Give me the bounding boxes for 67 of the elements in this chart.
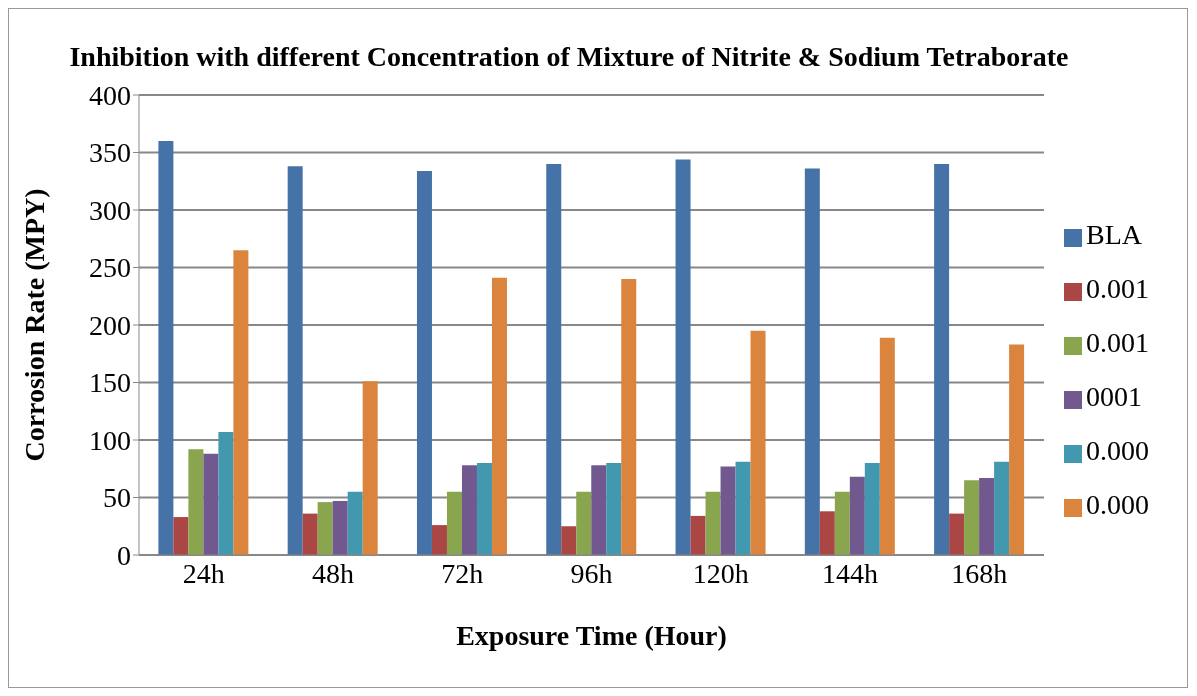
bar: [332, 500, 348, 555]
y-tick-label: 100: [89, 424, 131, 456]
y-tick-label: 250: [89, 252, 131, 284]
bar: [964, 480, 980, 555]
bar: [302, 513, 318, 555]
y-tick-label: 0: [117, 539, 131, 571]
y-tick-label: 150: [89, 367, 131, 399]
bar: [804, 168, 820, 555]
bar: [606, 463, 622, 555]
bar: [879, 337, 895, 555]
bar: [576, 491, 592, 555]
bar: [834, 491, 850, 555]
bar: [287, 166, 303, 555]
x-tick-label: 72h: [441, 557, 484, 589]
bar: [362, 381, 378, 555]
x-tick-label: 96h: [570, 557, 613, 589]
x-axis-title: Exposure Time (Hour): [456, 620, 727, 651]
y-tick-label: 400: [89, 79, 131, 111]
legend-label: 0.001: [1086, 327, 1149, 358]
bar: [476, 463, 492, 555]
bar: [994, 461, 1010, 555]
bar: [864, 463, 880, 555]
y-tick-label: 200: [89, 309, 131, 341]
bar: [621, 279, 637, 555]
bar: [934, 164, 950, 555]
bar: [591, 465, 607, 555]
bar: [431, 525, 447, 555]
bar: [720, 466, 736, 555]
legend-label: 0.001: [1086, 273, 1149, 304]
bar: [203, 453, 219, 555]
bar: [188, 449, 204, 555]
legend-label: 0001: [1086, 381, 1142, 412]
bar: [416, 170, 432, 555]
chart-title: Inhibition with different Concentration of Mixture of Nitrite & Sodium Tetraborate: [68, 40, 1070, 74]
y-axis-title: Corrosion Rate (MPY): [18, 188, 50, 462]
bar: [461, 465, 477, 555]
x-tick-label: 144h: [822, 557, 879, 589]
bar: [849, 476, 865, 555]
bar: [218, 431, 234, 555]
legend-label: BLA: [1086, 219, 1142, 250]
x-tick-label: 120h: [692, 557, 749, 589]
bar: [233, 250, 249, 555]
bar: [446, 491, 462, 555]
bar: [819, 511, 835, 555]
bar: [1009, 344, 1025, 555]
bar: [735, 461, 751, 555]
bar: [317, 502, 333, 555]
bar: [949, 513, 965, 555]
bar: [705, 491, 721, 555]
legend-label: 0.000: [1086, 489, 1149, 520]
bar: [347, 491, 363, 555]
x-tick-label: 48h: [311, 557, 354, 589]
x-tick-label: 168h: [951, 557, 1008, 589]
bar: [158, 141, 174, 555]
y-tick-label: 350: [89, 137, 131, 169]
bar: [750, 330, 766, 555]
bar: [690, 515, 706, 555]
bar: [546, 164, 562, 555]
bar: [561, 526, 577, 555]
bar: [491, 277, 507, 555]
bar: [675, 159, 691, 555]
bar: [979, 477, 995, 555]
bar: [173, 517, 189, 555]
legend-label: 0.000: [1086, 435, 1149, 466]
x-tick-label: 24h: [182, 557, 225, 589]
y-tick-label: 50: [103, 482, 131, 514]
y-tick-label: 300: [89, 194, 131, 226]
